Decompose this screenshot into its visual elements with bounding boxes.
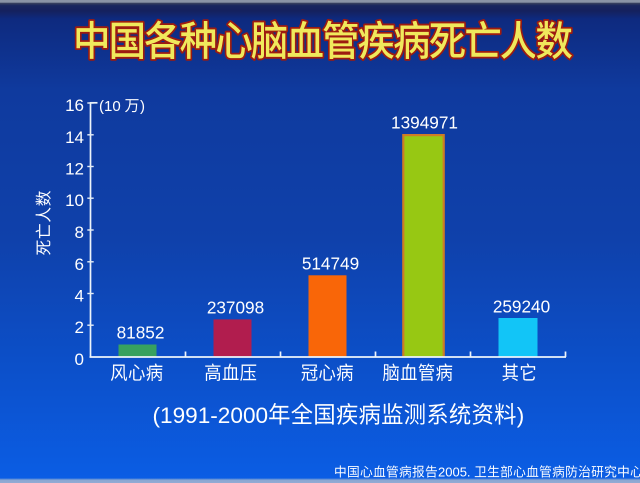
svg-text:12: 12 xyxy=(65,160,84,179)
svg-text:14: 14 xyxy=(65,128,84,147)
svg-text:6: 6 xyxy=(75,255,84,274)
svg-text:259240: 259240 xyxy=(493,297,550,317)
svg-text:2005.: 2005. xyxy=(438,465,471,480)
svg-text:0: 0 xyxy=(75,350,84,369)
svg-text:16: 16 xyxy=(65,96,84,115)
svg-text:(1991-2000: (1991-2000 xyxy=(153,403,269,428)
svg-text:8: 8 xyxy=(75,223,84,242)
svg-text:2: 2 xyxy=(75,318,84,337)
svg-text:1394971: 1394971 xyxy=(391,113,458,133)
svg-text:): ) xyxy=(140,98,145,115)
svg-text:(10: (10 xyxy=(99,98,121,115)
svg-text:81852: 81852 xyxy=(117,323,165,343)
svg-text:514749: 514749 xyxy=(302,254,359,274)
svg-text:): ) xyxy=(517,403,525,428)
svg-text:4: 4 xyxy=(75,287,84,306)
svg-text:237098: 237098 xyxy=(207,298,264,318)
svg-text:10: 10 xyxy=(65,191,84,210)
